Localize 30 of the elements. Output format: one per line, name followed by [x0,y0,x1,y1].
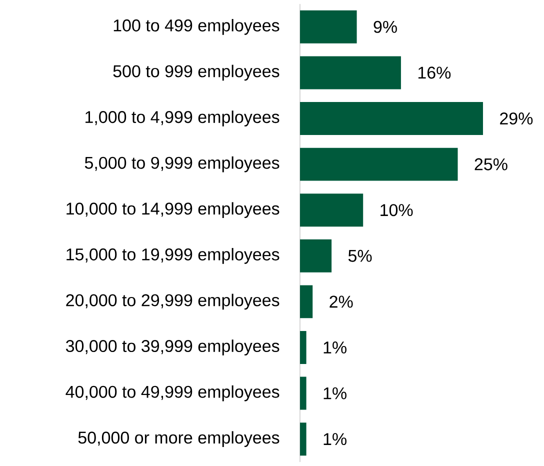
data-label: 9% [374,20,397,33]
y-tick-label: 10,000 to 14,999 employees [66,202,280,218]
y-tick-label: 100 to 499 employees [114,18,280,35]
bar [300,285,313,318]
bar [300,10,357,44]
data-label: 1% [324,387,346,400]
bar [300,148,458,181]
y-tick-label: 20,000 to 29,999 employees [66,294,280,310]
bar [300,102,483,135]
bar [300,331,306,364]
y-tick-label: 50,000 or more employees [78,431,280,448]
data-label: 2% [330,296,353,308]
y-tick-label: 40,000 to 49,999 employees [66,385,280,402]
data-label: 1% [324,433,346,446]
y-tick-label: 1,000 to 4,999 employees [86,110,280,126]
bar [300,376,306,410]
bar [300,56,401,90]
data-label: 25% [474,158,508,170]
bar [300,422,306,456]
data-label: 29% [500,112,533,125]
data-label: 5% [348,250,372,262]
y-tick-label: 15,000 to 19,999 employees [66,248,280,264]
y-tick-label: 5,000 to 9,999 employees [84,156,280,172]
data-label: 10% [380,204,413,216]
y-tick-label: 30,000 to 39,999 employees [66,340,280,356]
data-label: 1% [324,342,346,354]
y-tick-label: 500 to 999 employees [113,64,280,81]
bar [300,239,332,272]
bar [300,194,364,227]
data-label: 16% [418,66,451,79]
